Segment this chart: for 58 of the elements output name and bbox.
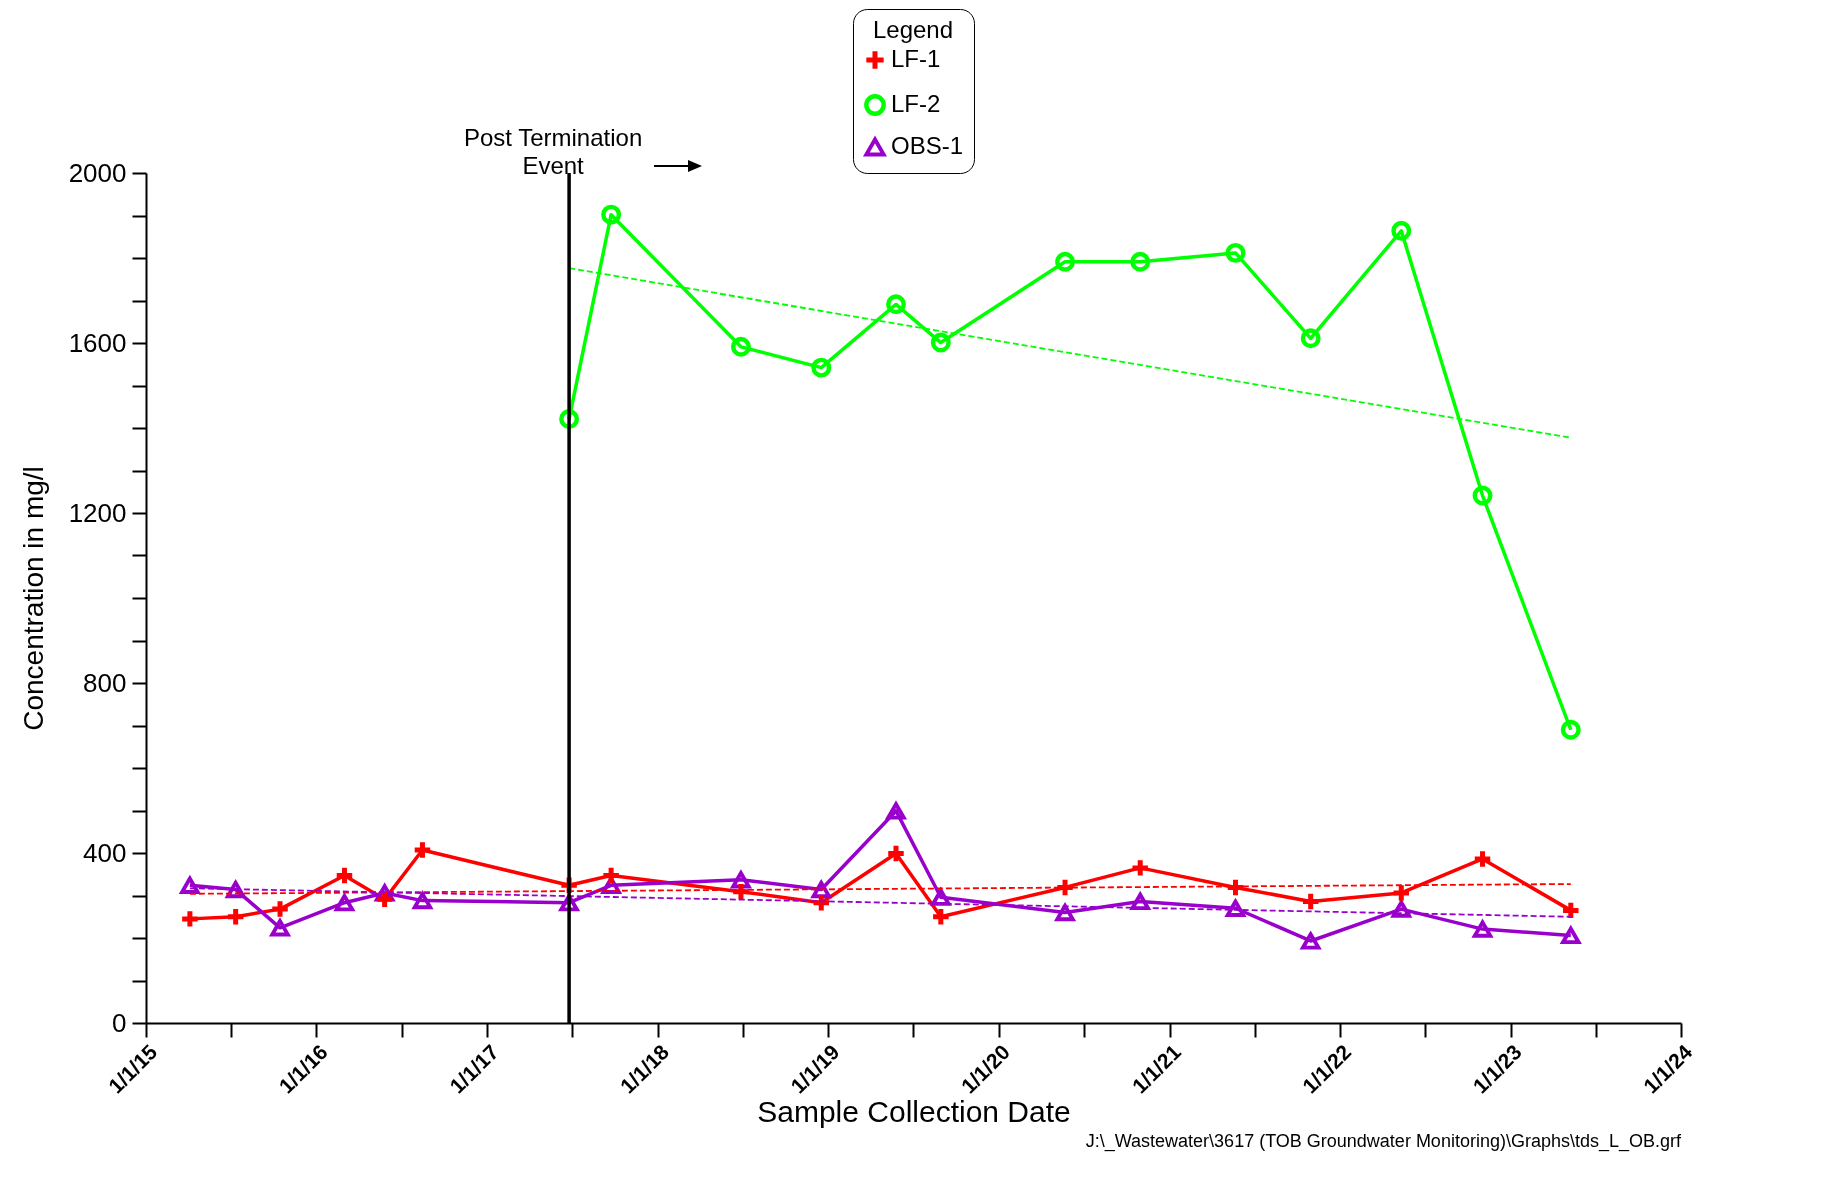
y-tick-label: 2000 xyxy=(68,157,127,188)
point xyxy=(930,332,951,353)
point xyxy=(886,294,906,315)
legend-label: LF-1 xyxy=(891,45,941,72)
legend-label: LF-2 xyxy=(891,90,941,117)
point xyxy=(334,865,355,886)
y-tick-label: 1600 xyxy=(68,327,127,358)
legend-label: OBS-1 xyxy=(891,132,964,159)
point xyxy=(1225,877,1246,898)
point xyxy=(334,894,355,912)
y-tick-label: 400 xyxy=(83,837,127,868)
point xyxy=(225,880,246,899)
point xyxy=(601,204,622,225)
point xyxy=(1055,903,1075,922)
ref-line-label: Post Termination Event xyxy=(463,124,643,179)
point xyxy=(179,908,201,930)
point xyxy=(929,886,952,906)
point xyxy=(1055,251,1075,272)
point xyxy=(1129,890,1152,911)
point xyxy=(1391,900,1411,918)
point xyxy=(1391,882,1412,904)
point xyxy=(1300,328,1321,349)
point xyxy=(1391,220,1412,241)
point xyxy=(270,919,290,937)
y-tick-label: 1200 xyxy=(68,497,127,528)
point xyxy=(1560,900,1582,921)
point xyxy=(1054,877,1076,898)
point xyxy=(1130,251,1151,272)
point xyxy=(811,892,832,913)
point xyxy=(1300,891,1321,912)
x-axis-title: Sample Collection Date xyxy=(757,1094,1071,1128)
legend-title: Legend xyxy=(872,16,954,43)
point xyxy=(1472,920,1493,938)
point xyxy=(412,839,433,861)
point xyxy=(930,906,952,927)
point xyxy=(1559,924,1582,945)
point xyxy=(886,802,906,820)
point xyxy=(269,898,291,920)
point xyxy=(1129,857,1151,879)
point xyxy=(1560,719,1581,740)
point xyxy=(730,336,751,357)
point xyxy=(600,865,622,886)
point xyxy=(885,843,907,864)
text: J:\_Wastewater\3617 (TOB Groundwater Monitoring)\Graphs\tds_L_OB.grf xyxy=(1085,1131,1682,1152)
point xyxy=(730,881,752,902)
y-tick-label: 0 xyxy=(112,1007,127,1038)
point xyxy=(374,889,395,910)
point xyxy=(178,874,201,894)
point xyxy=(225,906,246,927)
point xyxy=(412,891,433,910)
y-axis-title: Concentration in mg/l xyxy=(17,466,49,731)
point xyxy=(1300,932,1321,950)
point xyxy=(1472,848,1493,870)
point xyxy=(811,357,832,378)
point xyxy=(1224,897,1247,917)
y-tick-label: 800 xyxy=(83,667,127,698)
point xyxy=(1472,485,1493,506)
point xyxy=(1225,242,1246,263)
